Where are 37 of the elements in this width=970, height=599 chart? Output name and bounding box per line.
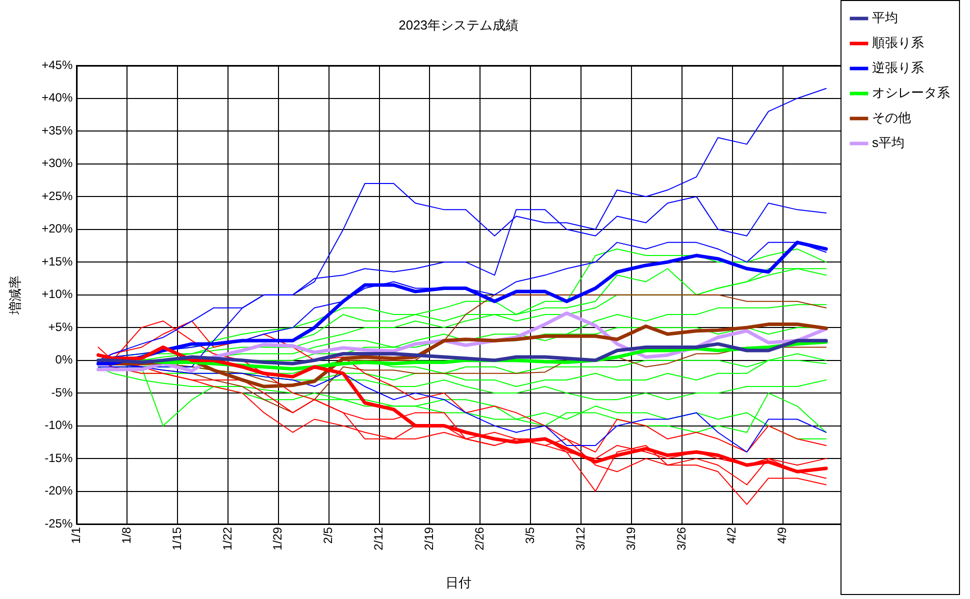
x-tick-label: 1/15 xyxy=(170,526,184,550)
y-tick-label: -15% xyxy=(44,450,73,465)
legend-label: その他 xyxy=(872,110,911,126)
legend-label: 順張り系 xyxy=(872,35,924,50)
chart-title: 2023年システム成績 xyxy=(398,17,519,32)
x-tick-label: 2/19 xyxy=(422,526,436,550)
x-tick-label: 2/5 xyxy=(321,526,336,544)
y-tick-label: -20% xyxy=(44,484,73,498)
legend-label: s平均 xyxy=(872,135,904,150)
y-tick-label: +40% xyxy=(42,90,73,105)
y-tick-label: -10% xyxy=(44,418,73,432)
y-tick-label: 0% xyxy=(55,352,73,367)
y-tick-label: +35% xyxy=(42,123,73,138)
y-tick-label: +5% xyxy=(48,320,73,334)
x-tick-label: 2/26 xyxy=(472,526,486,550)
legend-label: 平均 xyxy=(872,10,898,26)
y-tick-label: +15% xyxy=(42,254,73,268)
x-axis-title: 日付 xyxy=(446,574,472,590)
y-tick-label: -5% xyxy=(51,385,73,400)
x-tick-label: 3/26 xyxy=(674,526,688,550)
x-tick-label: 4/2 xyxy=(724,526,739,544)
y-tick-label: +20% xyxy=(42,222,73,236)
x-tick-label: 3/12 xyxy=(573,526,588,550)
y-tick-label: +30% xyxy=(42,156,73,170)
x-tick-label: 1/22 xyxy=(220,526,234,550)
x-tick-label: 3/5 xyxy=(522,526,537,544)
legend-label: オシレータ系 xyxy=(872,85,950,100)
x-tick-label: 1/8 xyxy=(119,526,134,544)
legend-label: 逆張り系 xyxy=(872,60,924,76)
y-tick-label: +25% xyxy=(42,188,73,203)
x-tick-label: 4/9 xyxy=(775,526,790,544)
y-tick-label: +10% xyxy=(42,287,73,302)
x-tick-label: 2/12 xyxy=(372,526,386,550)
y-tick-label: +45% xyxy=(42,58,73,72)
y-axis-title: 増減率 xyxy=(7,275,22,316)
x-tick-label: 3/19 xyxy=(624,526,638,550)
x-tick-label: 1/29 xyxy=(270,526,285,550)
